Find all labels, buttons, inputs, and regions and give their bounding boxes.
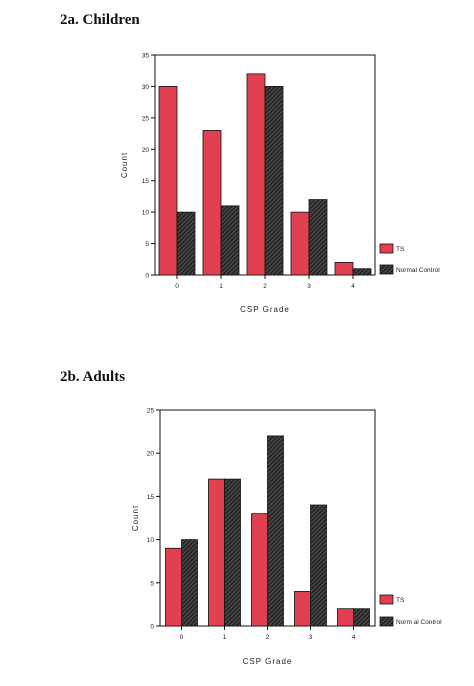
children-legend-label-ts: TS: [396, 246, 405, 253]
panel-a-title: 2a. Children: [60, 12, 140, 28]
children-xtick-label: 2: [263, 283, 267, 290]
children-ytick-label: 25: [142, 115, 150, 122]
children-ytick-label: 30: [142, 84, 150, 91]
children-ytick-label: 5: [145, 241, 149, 248]
children-bar-ts-2: [246, 73, 266, 276]
children-bar-control-3: [308, 199, 328, 276]
children-bar-control-2: [264, 86, 284, 276]
children-xtick-label: 3: [307, 283, 311, 290]
children-ytick-label: 0: [145, 273, 149, 280]
children-ytick-label: 20: [142, 147, 150, 154]
children-bar-ts-4: [334, 262, 354, 276]
children-xlabel: CSP Grade: [240, 305, 290, 314]
children-bar-ts-0: [158, 86, 178, 276]
children-bar-ts-3: [290, 211, 310, 276]
children-legend-swatch-control: [379, 264, 394, 275]
children-bar-control-0: [176, 211, 196, 276]
children-legend-label-control: Normal Control: [396, 267, 440, 274]
panel-b-title: 2b. Adults: [60, 369, 126, 385]
children-ytick-label: 10: [142, 210, 150, 217]
children-bar-ts-1: [202, 130, 222, 276]
children-bar-control-1: [220, 205, 240, 276]
children-ylabel: Count: [120, 152, 129, 178]
children-ytick-label: 15: [142, 178, 150, 185]
children-xtick-label: 4: [351, 283, 355, 290]
children-xtick-label: 0: [175, 283, 179, 290]
children-ytick-label: 35: [142, 53, 150, 60]
children-legend-swatch-ts: [379, 243, 394, 254]
children-xtick-label: 1: [219, 283, 223, 290]
children-bar-control-4: [352, 268, 372, 276]
